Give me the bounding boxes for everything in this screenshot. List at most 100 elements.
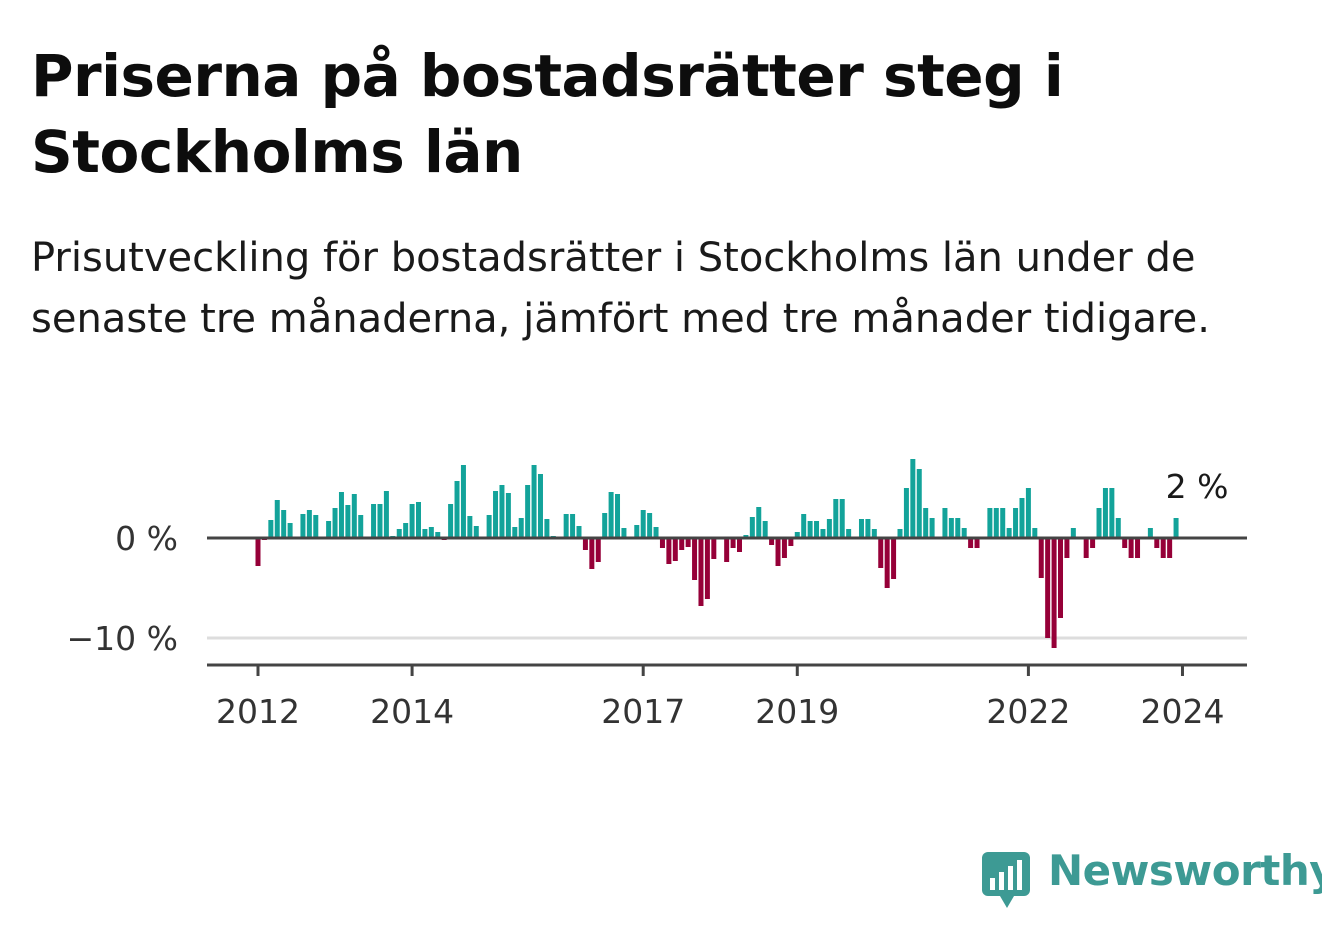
bar bbox=[274, 500, 280, 538]
bar bbox=[358, 515, 364, 538]
bar bbox=[416, 502, 421, 538]
bar bbox=[865, 519, 871, 538]
bar bbox=[525, 485, 531, 538]
bar bbox=[1090, 538, 1096, 548]
bar bbox=[801, 514, 807, 538]
bar bbox=[1045, 538, 1051, 638]
bar bbox=[781, 538, 787, 558]
bar bbox=[1038, 538, 1044, 578]
bar bbox=[923, 508, 929, 538]
bar bbox=[448, 504, 454, 538]
bar bbox=[1083, 538, 1089, 558]
bar bbox=[903, 488, 909, 538]
bar bbox=[371, 504, 377, 538]
brand-name: Newsworthy bbox=[1048, 846, 1322, 895]
x-tick-label: 2014 bbox=[370, 692, 454, 731]
bar bbox=[884, 538, 890, 588]
bar bbox=[1147, 528, 1153, 538]
bar bbox=[955, 518, 961, 538]
bar bbox=[435, 532, 441, 538]
bar bbox=[332, 508, 338, 538]
bar bbox=[794, 532, 800, 538]
bar bbox=[730, 538, 736, 548]
page-subtitle: Prisutveckling för bostadsrätter i Stock… bbox=[31, 235, 1210, 342]
bar bbox=[653, 527, 659, 538]
bar bbox=[300, 514, 306, 538]
bar bbox=[762, 521, 768, 538]
bar bbox=[306, 510, 312, 538]
bar bbox=[1006, 528, 1012, 538]
bar bbox=[1128, 538, 1134, 558]
bar bbox=[1173, 518, 1179, 538]
bars-group bbox=[255, 459, 1179, 648]
bar bbox=[1167, 538, 1173, 558]
bar bbox=[602, 513, 608, 538]
bar bbox=[1160, 538, 1166, 558]
bar bbox=[287, 523, 293, 538]
bar bbox=[313, 515, 319, 538]
bar bbox=[1115, 518, 1121, 538]
bar bbox=[499, 485, 505, 538]
bar bbox=[1058, 538, 1063, 618]
y-tick-label: 0 % bbox=[115, 519, 178, 558]
bar bbox=[383, 491, 389, 538]
bar bbox=[846, 529, 852, 538]
bar bbox=[403, 523, 409, 538]
bar bbox=[473, 526, 479, 538]
bar bbox=[467, 516, 473, 538]
bar bbox=[679, 538, 685, 550]
bar bbox=[820, 529, 826, 538]
x-tick-label: 2022 bbox=[986, 692, 1070, 731]
bar bbox=[1032, 528, 1038, 538]
bar bbox=[878, 538, 884, 568]
bar bbox=[974, 538, 980, 548]
bar bbox=[621, 528, 627, 538]
bar bbox=[409, 504, 415, 538]
bar bbox=[993, 508, 999, 538]
bar bbox=[1109, 488, 1115, 538]
bar bbox=[531, 465, 537, 538]
bar bbox=[537, 474, 543, 538]
bar bbox=[775, 538, 781, 566]
bar bbox=[756, 507, 762, 538]
bar bbox=[1000, 508, 1006, 538]
x-tick-label: 2012 bbox=[216, 692, 300, 731]
bar bbox=[281, 510, 287, 538]
bar bbox=[338, 492, 344, 538]
bar bbox=[672, 538, 678, 561]
bar bbox=[1135, 538, 1141, 558]
bar bbox=[640, 510, 646, 538]
bar bbox=[666, 538, 672, 564]
bar bbox=[1154, 538, 1160, 548]
last-value-label: 2 % bbox=[1166, 467, 1229, 506]
y-tick-label: −10 % bbox=[67, 619, 179, 658]
bar bbox=[942, 508, 948, 538]
bar-chart: 2012 2014 2017 2019 2022 2024 0 % −10 % 2 % bbox=[67, 459, 1247, 731]
bar bbox=[486, 515, 492, 538]
bar bbox=[769, 538, 775, 545]
newsworthy-logo bbox=[982, 852, 1030, 908]
bar bbox=[724, 538, 730, 562]
bar bbox=[460, 465, 466, 538]
bar bbox=[1064, 538, 1070, 558]
bar bbox=[916, 469, 922, 538]
bar bbox=[582, 538, 588, 550]
bar bbox=[659, 538, 665, 548]
bar bbox=[345, 505, 351, 538]
bar bbox=[1025, 488, 1031, 538]
x-tick-label: 2024 bbox=[1140, 692, 1224, 731]
bar bbox=[833, 499, 839, 538]
bar bbox=[377, 504, 383, 538]
bar bbox=[961, 528, 967, 538]
bar bbox=[428, 527, 434, 538]
bar bbox=[518, 518, 524, 538]
bar bbox=[1102, 488, 1108, 538]
bar bbox=[608, 492, 614, 538]
bar bbox=[807, 521, 813, 538]
bar bbox=[570, 514, 576, 538]
bar bbox=[858, 519, 864, 538]
bar bbox=[326, 521, 332, 538]
bar bbox=[1122, 538, 1128, 548]
bar bbox=[897, 529, 903, 538]
bar bbox=[576, 526, 582, 538]
